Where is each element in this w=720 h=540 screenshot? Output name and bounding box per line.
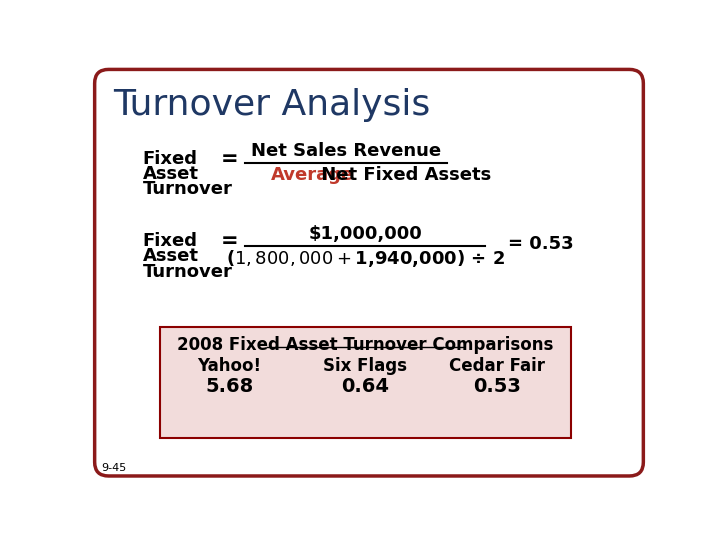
- Text: 2008 Fixed Asset Turnover Comparisons: 2008 Fixed Asset Turnover Comparisons: [177, 336, 553, 354]
- Text: Fixed: Fixed: [143, 232, 198, 250]
- Text: 0.64: 0.64: [341, 377, 389, 396]
- Text: Average: Average: [271, 166, 354, 184]
- Text: Turnover: Turnover: [143, 180, 233, 198]
- Text: Asset: Asset: [143, 247, 199, 265]
- Text: Cedar Fair: Cedar Fair: [449, 357, 545, 375]
- Text: Asset: Asset: [143, 165, 199, 183]
- Text: Six Flags: Six Flags: [323, 357, 407, 375]
- Text: Net Fixed Assets: Net Fixed Assets: [315, 166, 492, 184]
- Text: 5.68: 5.68: [205, 377, 253, 396]
- Text: Net Sales Revenue: Net Sales Revenue: [251, 142, 441, 160]
- FancyBboxPatch shape: [160, 327, 570, 438]
- Text: ($1,800,000 + $1,940,000) ÷ 2: ($1,800,000 + $1,940,000) ÷ 2: [225, 248, 505, 269]
- Text: =: =: [221, 148, 238, 168]
- Text: Yahoo!: Yahoo!: [197, 357, 261, 375]
- FancyBboxPatch shape: [94, 70, 644, 476]
- Text: Turnover Analysis: Turnover Analysis: [113, 88, 431, 122]
- Text: 0.53: 0.53: [473, 377, 521, 396]
- Text: =: =: [221, 231, 238, 251]
- Text: $1,000,000: $1,000,000: [308, 225, 422, 242]
- Text: = 0.53: = 0.53: [508, 235, 574, 253]
- Text: Turnover: Turnover: [143, 262, 233, 281]
- Text: 9-45: 9-45: [101, 463, 126, 473]
- Text: Fixed: Fixed: [143, 150, 198, 167]
